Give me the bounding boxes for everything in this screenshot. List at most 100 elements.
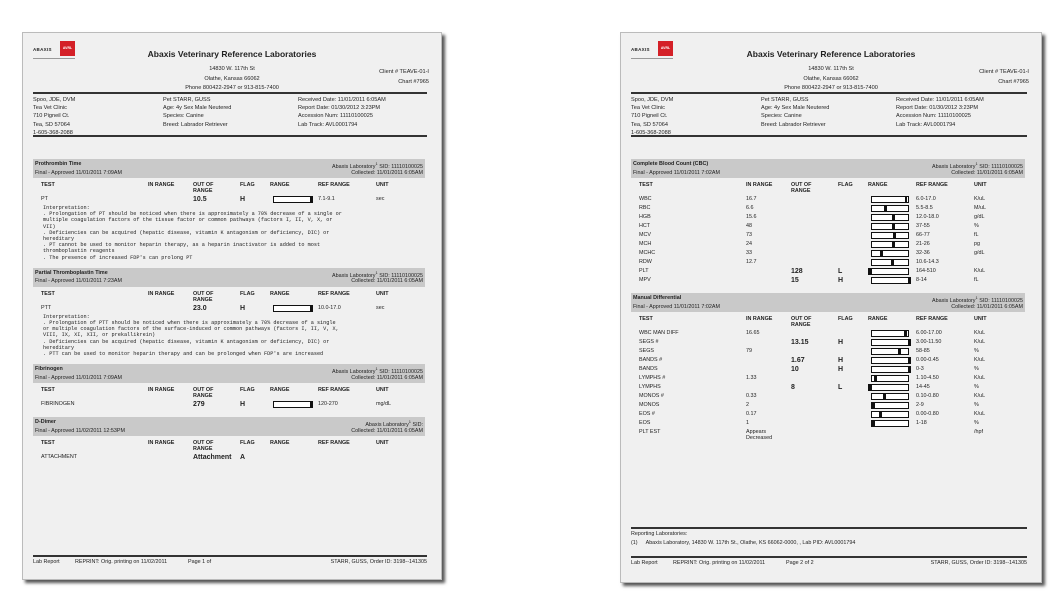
interpretation: Interpretation:. Prolongation of PTT sho… [33,314,425,357]
footer-reprint: REPRINT: Orig. printing on 11/02/2011 [75,559,168,565]
range-bar [871,250,909,257]
result-row: LYMPHS # 1.33 1.10-4.50 K/uL [631,375,1025,384]
footer-order: STARR, GUSS, Order ID: 3198--141305 [930,560,1027,566]
reporting-ref: (1) [631,540,638,546]
sample-id: SID: 11110100025 [377,369,423,376]
info-report: Received Date: 11/01/2011 6:05AM Report D… [298,96,386,129]
column-header: TEST [639,316,653,322]
result-unit: % [974,223,979,229]
section-header: Complete Blood Count (CBC) Final - Approv… [631,159,1025,178]
doctor-line: 710 Pigneil Ct. [33,113,70,120]
interpretation-line: . Prolongation of PTT should be noticed … [43,320,336,327]
reporting-laboratories: Reporting Laboratories: (1) Abaxis Laborat… [631,530,1027,548]
column-header: REF RANGE [916,182,948,188]
result-test: MCHC [639,250,656,256]
column-header: IN RANGE [148,182,175,188]
range-marker [879,411,882,418]
section-status: Final - Approved 11/01/2011 7:09AM [35,169,123,176]
result-in-range: 16.7 [746,196,757,202]
doctor-line: Tea Vet Clinic [33,105,67,112]
result-test: PLT [639,268,649,274]
column-header: REF RANGE [318,440,350,447]
range-bar [871,411,909,418]
column-header: REF RANGE [318,290,350,297]
result-in-range: 1.33 [746,375,757,381]
result-row: BANDS # 1.67 H 0.00-0.45 K/uL [631,357,1025,366]
reporting-divider [631,527,1027,529]
footer-divider [33,555,427,557]
range-marker [310,304,313,312]
doctor-line: Tea, SD 57064 [33,121,71,128]
result-test: EOS [639,420,651,426]
address-line: 14830 W. 117th St [808,66,854,72]
column-header: UNIT [974,316,987,322]
range-marker [883,393,886,400]
range-bar [871,214,909,221]
result-out-of-range: 10.5 [193,196,207,203]
report-line: Report Date: 01/30/2012 3:23PM [896,105,979,112]
result-ref-range: 12.0-18.0 [916,214,939,220]
lab-address: 14830 W. 117th St Olathe, Kansas 66062 Pho… [621,65,1041,94]
result-flag: A [240,454,246,462]
result-row: FIBRINOGEN 279 H 120-270 mg/dL [33,401,425,410]
section-title: Partial Thromboplastin Time [35,269,108,276]
result-row: PTT 23.0 H 10.0-17.0 sec [33,304,425,314]
interpretation-line: . PTT can be used to monitor heparin the… [43,351,324,358]
logo-mark: AVRL [60,41,75,56]
range-marker [908,366,911,373]
section-title: D-Dimer [35,419,56,426]
result-test: MONOS # [639,393,664,399]
abaxis-logo: ABAXIS AVRL [33,41,83,61]
footer-left: Lab Report [33,559,60,565]
logo-brand: ABAXIS [33,47,52,52]
section-lab: Abaxis Laboratory1 SID: 11110100025 [332,269,423,280]
result-test: MONOS [639,402,660,408]
result-ref-range: 164-510 [916,268,936,274]
test-sections: Prothrombin Time Final - Approved 11/01/2… [33,159,425,470]
interpretation-line: Interpretation: [43,313,90,320]
section-title: Manual Differential [633,295,682,301]
patient-line: Age: 4y Sex Male Neutered [163,105,232,112]
sample-id: SID: 11110100025 [377,272,423,279]
info-doctor: Spoo, JDE, DVM Tea Vet Clinic 710 Pigneil … [33,96,75,137]
column-header: IN RANGE [148,440,175,447]
result-unit: K/uL [974,411,986,417]
result-ref-range: 2-9 [916,402,924,408]
lab-name: Abaxis Laboratory [332,272,376,279]
result-in-range: 0.17 [746,411,757,417]
interpretation: Interpretation:. Prolongation of PT shou… [33,205,425,261]
result-unit: % [974,402,979,408]
sample-id: SID: [411,422,424,429]
section-title: Fibrinogen [35,366,63,373]
range-bar [871,393,909,400]
result-out-of-range: 128 [791,268,803,275]
result-in-range: 15.6 [746,214,757,220]
result-ref-range: 21-26 [916,241,930,247]
lab-name: Abaxis Veterinary Reference Laboratories [746,49,916,59]
patient-line: Breed: Labrador Retriever [761,121,826,128]
result-test: MPV [639,277,651,283]
result-unit: % [974,348,979,354]
range-bar [871,375,909,382]
doctor-line: 1-605-368-2088 [33,129,73,136]
patient-line: Pet STARR, GUSS [163,97,211,103]
doctor-line: 1-605-368-2088 [631,129,671,136]
range-bar [273,196,313,203]
result-row: PT 10.5 H 7.1-9.1 sec [33,196,425,205]
range-marker [868,384,871,391]
result-row: WBC MAN DIFF 16.65 6.00-17.00 K/uL [631,330,1025,339]
lab-reference: 1 [375,366,378,372]
result-ref-range: 1.10-4.50 [916,375,939,381]
collected-date: Collected: 11/01/2011 6:05AM [951,303,1023,310]
result-test: LYMPHS [639,384,661,390]
patient-line: Age: 4y Sex Male Neutered [761,105,830,112]
header-divider [33,92,427,94]
section-header: Partial Thromboplastin Time Final - Appro… [33,267,425,287]
result-unit: g/dL [974,250,985,256]
result-in-range: 24 [746,241,752,247]
column-header: RANGE [270,290,290,297]
result-unit: sec [376,304,385,311]
range-marker [884,205,887,212]
result-ref-range: 10.0-17.0 [318,304,341,311]
test-section: Fibrinogen Final - Approved 11/01/2011 7:… [33,364,425,410]
